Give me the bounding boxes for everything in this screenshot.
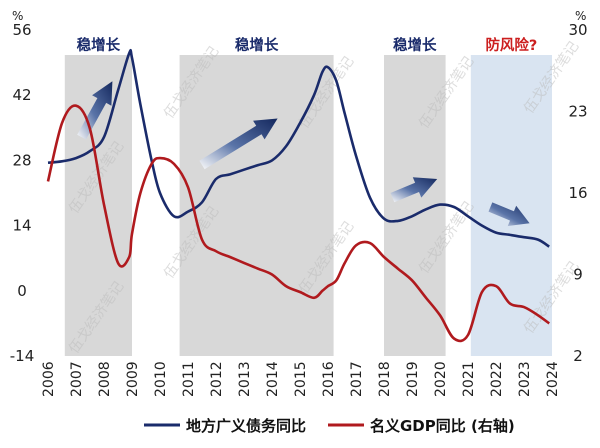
- right-tick-label: 2: [573, 347, 583, 365]
- x-tick-label: 2007: [69, 361, 85, 397]
- right-tick-label: 9: [573, 266, 583, 284]
- shaded-period-1: [179, 55, 334, 356]
- shaded-period-label-0: 稳增长: [77, 36, 121, 54]
- x-tick-label: 2018: [377, 361, 393, 397]
- left-tick-label: 28: [12, 151, 31, 169]
- x-tick-label: 2016: [321, 361, 337, 397]
- left-axis-unit: %: [12, 9, 23, 23]
- left-tick-label: 0: [17, 282, 27, 300]
- right-axis-ticks: 30 23 16 9 2: [568, 21, 587, 365]
- x-tick-label: 2008: [97, 361, 113, 397]
- left-tick-label: 42: [12, 86, 31, 104]
- shaded-periods: [64, 55, 552, 356]
- x-tick-label: 2020: [433, 361, 449, 397]
- legend-label-gdp: 名义GDP同比 (右轴): [370, 417, 515, 435]
- x-tick-label: 2006: [41, 361, 57, 397]
- trend-arrow-0-up: [77, 81, 113, 140]
- x-tick-label: 2012: [209, 361, 225, 397]
- x-axis-ticks: 2006 2007 2008 2009 2010 2011 2012 2013 2014 2015…: [41, 361, 561, 397]
- x-tick-label: 2022: [489, 361, 505, 397]
- x-tick-label: 2013: [237, 361, 253, 397]
- x-tick-label: 2021: [461, 361, 477, 397]
- shaded-period-label-1: 稳增长: [235, 36, 279, 54]
- legend-label-debt: 地方广义债务同比: [186, 417, 306, 435]
- x-tick-label: 2023: [517, 361, 533, 397]
- series-line-gdp: [46, 104, 550, 343]
- x-tick-label: 2017: [349, 361, 365, 397]
- shaded-period-label-2: 稳增长: [393, 36, 437, 54]
- right-axis-unit: %: [575, 9, 586, 23]
- trend-arrow-3-down: [488, 202, 530, 227]
- right-tick-label: 16: [568, 184, 587, 202]
- shaded-period-label-3: 防风险?: [485, 36, 537, 54]
- x-tick-label: 2011: [181, 361, 197, 397]
- left-tick-label: -14: [10, 347, 35, 365]
- series-line-debt: [47, 48, 550, 248]
- axes: % %: [12, 9, 586, 23]
- right-tick-label: 23: [568, 103, 587, 121]
- x-tick-label: 2014: [265, 361, 281, 397]
- x-tick-label: 2010: [153, 361, 169, 397]
- trend-arrow-2-up: [390, 177, 438, 203]
- legend: 地方广义债务同比 名义GDP同比 (右轴): [144, 417, 515, 435]
- x-tick-label: 2015: [293, 361, 309, 397]
- shaded-period-labels: 稳增长 稳增长 稳增长 防风险?: [77, 36, 538, 54]
- x-tick-label: 2009: [125, 361, 141, 397]
- x-tick-label: 2019: [405, 361, 421, 397]
- left-tick-label: 56: [12, 21, 31, 39]
- left-axis-ticks: 56 42 28 14 0 -14: [10, 21, 35, 365]
- left-tick-label: 14: [12, 217, 31, 235]
- trend-arrows: [77, 81, 530, 227]
- series-lines: [46, 48, 550, 343]
- trend-arrow-1-up: [199, 118, 278, 170]
- right-tick-label: 30: [568, 21, 587, 39]
- x-tick-label: 2024: [545, 361, 561, 397]
